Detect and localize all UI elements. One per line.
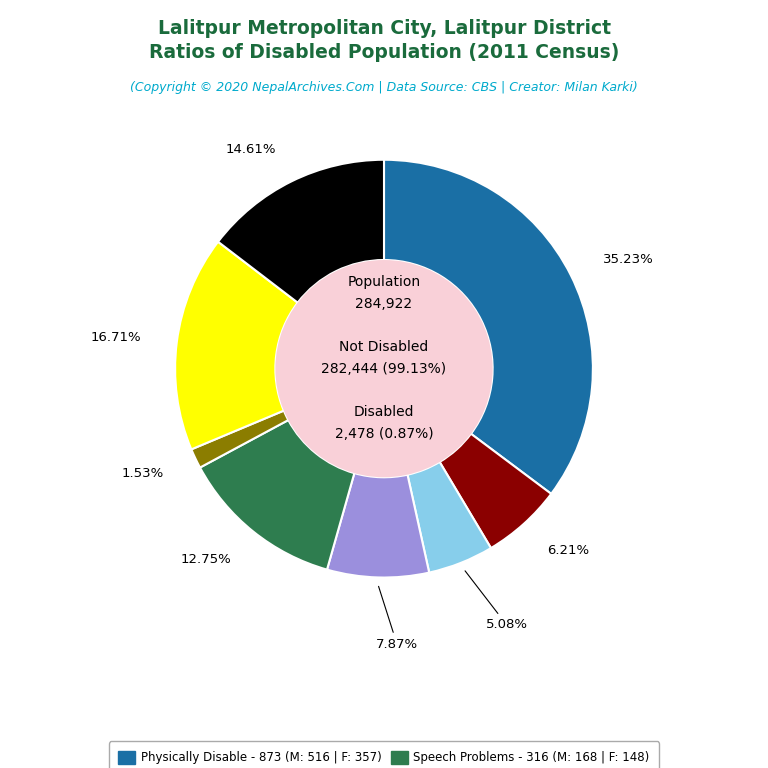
Text: Lalitpur Metropolitan City, Lalitpur District
Ratios of Disabled Population (201: Lalitpur Metropolitan City, Lalitpur Dis… bbox=[149, 19, 619, 61]
Wedge shape bbox=[218, 160, 384, 303]
Wedge shape bbox=[200, 420, 354, 570]
Wedge shape bbox=[408, 462, 491, 573]
Legend: Physically Disable - 873 (M: 516 | F: 357), Blind Only - 362 (M: 168 | F: 194), : Physically Disable - 873 (M: 516 | F: 35… bbox=[109, 741, 659, 768]
Text: 7.87%: 7.87% bbox=[376, 586, 418, 650]
Wedge shape bbox=[439, 434, 551, 548]
Text: Population
284,922

Not Disabled
282,444 (99.13%)

Disabled
2,478 (0.87%): Population 284,922 Not Disabled 282,444 … bbox=[322, 275, 446, 441]
Wedge shape bbox=[384, 160, 593, 494]
Text: 16.71%: 16.71% bbox=[91, 331, 141, 344]
Text: (Copyright © 2020 NepalArchives.Com | Data Source: CBS | Creator: Milan Karki): (Copyright © 2020 NepalArchives.Com | Da… bbox=[130, 81, 638, 94]
Text: 12.75%: 12.75% bbox=[180, 553, 231, 566]
Wedge shape bbox=[175, 242, 298, 449]
Wedge shape bbox=[191, 411, 288, 468]
Text: 1.53%: 1.53% bbox=[121, 468, 164, 480]
Text: 6.21%: 6.21% bbox=[548, 544, 590, 557]
Text: 35.23%: 35.23% bbox=[603, 253, 654, 266]
Text: 14.61%: 14.61% bbox=[225, 143, 276, 156]
Wedge shape bbox=[327, 473, 429, 578]
Text: 5.08%: 5.08% bbox=[465, 571, 528, 631]
Circle shape bbox=[276, 260, 492, 477]
